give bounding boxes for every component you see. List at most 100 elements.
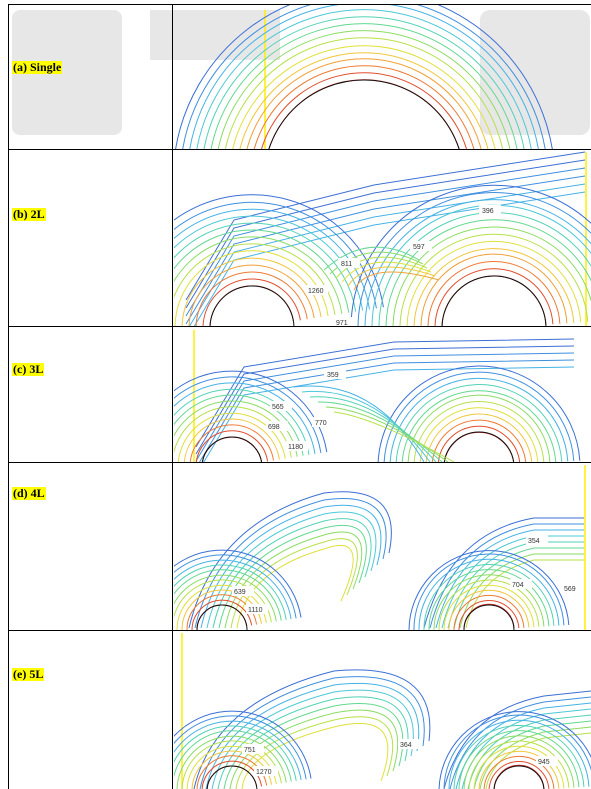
row-label-4l: (d) 4L — [12, 486, 46, 500]
contour-line — [205, 682, 420, 789]
contour-value-label: 704 — [512, 582, 524, 589]
contour-line — [200, 504, 382, 629]
contour-line — [191, 599, 253, 630]
contour-line — [458, 600, 520, 630]
contour-line — [301, 390, 431, 462]
watermark-shape-mid — [150, 10, 280, 60]
contour-line — [232, 45, 496, 149]
cylinder-boundary — [206, 765, 258, 789]
contour-value-label: 359 — [327, 372, 339, 379]
contour-line — [174, 243, 336, 315]
contour-value-label: 698 — [268, 424, 280, 431]
contour-line — [212, 518, 372, 629]
contour-line — [174, 569, 282, 621]
row-divider-4 — [8, 630, 591, 631]
contour-line — [425, 413, 533, 462]
contour-line — [438, 711, 591, 789]
contour-line — [261, 72, 467, 149]
contour-plot-4l: 354 639 1110 704 569 — [174, 465, 586, 630]
contour-value-label: 597 — [413, 244, 425, 251]
contour-value-label: 1110 — [248, 607, 263, 614]
contour-line — [428, 569, 550, 630]
cylinder-boundary — [196, 604, 248, 630]
contour-line — [433, 574, 545, 630]
contour-line — [253, 65, 475, 149]
contour-line — [174, 382, 316, 454]
contour-line — [465, 559, 584, 629]
contour-line — [488, 761, 550, 789]
contour-line — [364, 199, 591, 326]
contour-line — [241, 723, 389, 789]
contour-line — [206, 511, 377, 629]
contour-line — [182, 5, 546, 149]
contour-line — [235, 716, 394, 789]
contour-line — [437, 425, 521, 462]
contour-line — [185, 159, 586, 309]
contour-line — [195, 430, 269, 462]
contour-value-label: 565 — [272, 404, 284, 411]
contour-line — [224, 37, 504, 149]
contour-plot-3l: 359 565 698 770 1180 — [174, 330, 581, 462]
contour-line — [188, 264, 315, 326]
contour-line — [399, 233, 589, 326]
contour-line — [385, 219, 591, 326]
contour-line — [203, 16, 525, 149]
contour-line — [202, 278, 301, 326]
contour-line — [434, 268, 554, 326]
contour-value-label: 945 — [538, 759, 550, 766]
row-label-5l: (e) 5L — [12, 667, 45, 681]
contour-line — [174, 394, 304, 456]
contour-line — [395, 384, 563, 462]
contour-line — [357, 192, 591, 326]
contour-line — [443, 690, 591, 789]
contour-line — [174, 730, 292, 782]
contour-line — [217, 30, 511, 149]
contour-line — [347, 266, 436, 287]
cylinder-boundary — [201, 436, 263, 462]
contour-line — [176, 735, 287, 789]
contour-line — [448, 719, 590, 789]
contour-line — [174, 554, 297, 619]
contour-line — [203, 366, 575, 462]
frame-left-border — [8, 4, 9, 789]
contour-line — [401, 390, 557, 462]
frame-top-border — [8, 4, 591, 5]
contour-line — [392, 226, 591, 326]
contour-line — [325, 406, 449, 462]
row-label-single: (a) Single — [12, 60, 63, 74]
contour-line — [406, 240, 582, 326]
contour-line — [189, 424, 274, 462]
contour-line — [188, 491, 392, 629]
contour-line — [174, 250, 329, 326]
contour-line — [293, 385, 425, 462]
contour-line — [195, 271, 308, 326]
contour-line — [174, 559, 292, 620]
contour-line — [174, 574, 277, 622]
contour-line — [174, 222, 357, 312]
contour-line — [194, 498, 387, 629]
contour-line — [177, 412, 286, 462]
contour-line — [246, 58, 482, 149]
contour-line — [174, 579, 272, 623]
contour-line — [473, 720, 591, 789]
frame-column-divider — [172, 4, 173, 789]
contour-plot-2l: 396 597 811 1260 971 — [174, 151, 591, 326]
contour-line — [463, 603, 515, 630]
contour-line — [196, 9, 532, 149]
cylinder-boundary — [443, 431, 515, 462]
contour-line — [181, 740, 282, 789]
contour-line — [341, 261, 432, 283]
row-divider-1 — [8, 149, 591, 150]
contour-line — [210, 23, 518, 149]
contour-line — [185, 175, 586, 325]
contour-line — [174, 376, 322, 453]
contour-line — [423, 563, 555, 630]
contour-line — [441, 275, 547, 326]
contour-line — [420, 253, 568, 326]
contour-line — [473, 745, 565, 789]
contour-value-label: 364 — [400, 742, 412, 749]
contour-line — [174, 229, 350, 313]
contour-line — [485, 732, 591, 789]
contour-line — [479, 726, 591, 789]
